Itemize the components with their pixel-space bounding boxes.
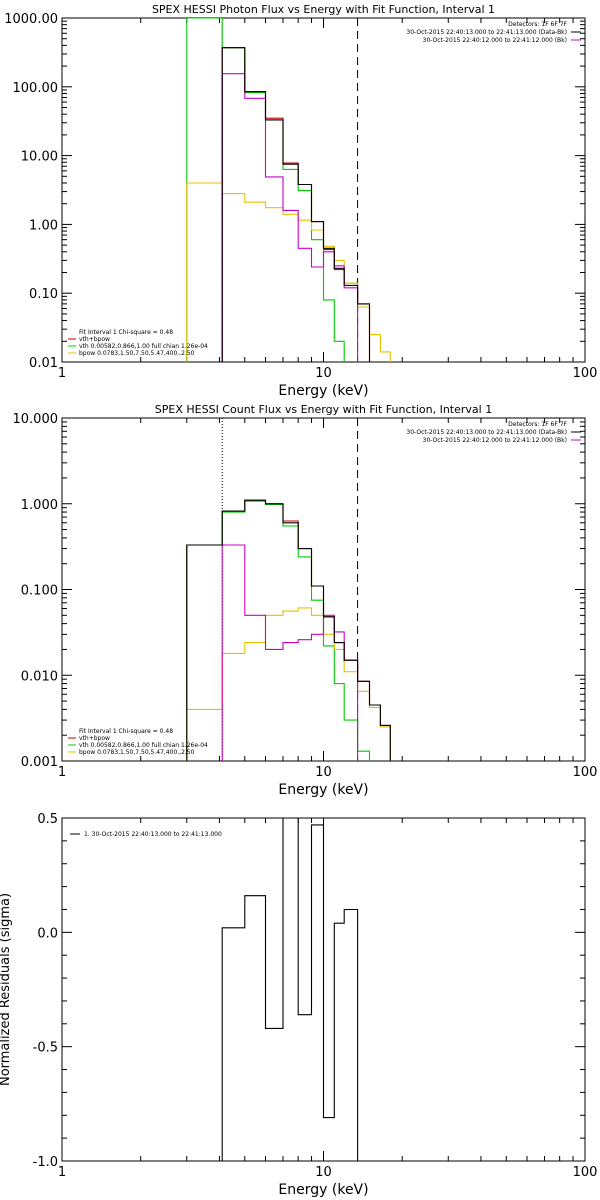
y-tick-label: 1.000: [21, 498, 58, 513]
y-tick-label: 1000.00: [4, 12, 58, 27]
series-residuals: [221, 818, 359, 1161]
series-bk: [221, 73, 359, 362]
x-axis-label: Energy (keV): [278, 383, 368, 399]
y-tick-label: 0.5: [37, 812, 58, 827]
x-tick-label: 100: [573, 1165, 598, 1180]
y-tick-label: 0.010: [21, 669, 58, 684]
y-tick-label: 1.00: [29, 218, 58, 233]
legend-top-entry: 30-Oct-2015 22:40:13.000 to 22:41:13.000…: [406, 429, 567, 436]
chart-title: SPEX HESSI Photon Flux vs Energy with Fi…: [152, 3, 495, 16]
x-tick-label: 1: [58, 1165, 66, 1180]
series-bk: [221, 544, 359, 761]
y-tick-label: 0.0: [37, 926, 58, 941]
x-axis-label: Energy (keV): [278, 782, 368, 798]
series-data-bk: [186, 499, 391, 761]
legend-top-entry: Detectors: 1F 6F 7F: [508, 421, 567, 428]
y-tick-label: -0.5: [33, 1041, 58, 1056]
x-tick-label: 1: [58, 765, 66, 780]
x-axis-label: Energy (keV): [278, 1182, 368, 1198]
x-tick-label: 1: [58, 366, 66, 381]
residuals-panel: 1 10 100 Energy (keV) -1.0 -0.5 0.0 0.5 Normaliz…: [0, 812, 597, 1198]
legend-top-entry: 30-Oct-2015 22:40:12.000 to 22:41:12.000…: [423, 437, 567, 444]
photon-flux-panel: SPEX HESSI Photon Flux vs Energy with Fi…: [4, 3, 597, 399]
x-tick-label: 10: [315, 1165, 332, 1180]
legend-bottom-entry: vth+bpow: [79, 735, 110, 742]
count-flux-panel: SPEX HESSI Count Flux vs Energy with Fit…: [13, 403, 598, 798]
x-tick-label: 10: [315, 366, 332, 381]
legend-top-entry: 1. 30-Oct-2015 22:40:13.000 to 22:41:13.…: [84, 831, 222, 838]
plot-area: [186, 418, 391, 761]
y-tick-label: 0.100: [21, 584, 58, 599]
x-tick-label: 10: [315, 765, 332, 780]
x-tick-label: 100: [573, 765, 598, 780]
legend-bottom-entry: vth 0.00582,0.866,1.00 full chian 1.26e-…: [79, 343, 208, 350]
legend-bottom-entry: Fit Interval 1 Chi-square = 0.48: [79, 728, 173, 735]
legend-bottom-entry: bpow 0.0783,1.50,7.50,5.47,400.,2.50: [79, 350, 195, 357]
plot-area: [221, 818, 359, 1161]
legend-bottom-entry: vth 0.00582,0.866,1.00 full chian 1.26e-…: [79, 742, 208, 749]
y-tick-label: 100.00: [13, 81, 59, 96]
y-tick-label: -1.0: [33, 1155, 58, 1170]
x-tick-label: 100: [573, 366, 598, 381]
legend-bottom-entry: Fit Interval 1 Chi-square = 0.48: [79, 329, 173, 336]
series-data-bk: [221, 47, 371, 362]
legend-top-entry: Detectors: 1F 6F 7F: [508, 21, 567, 28]
legend-top-entry: 30-Oct-2015 22:40:13.000 to 22:41:13.000…: [406, 29, 567, 36]
legend-bottom-entry: bpow 0.0783,1.50,7.50,5.47,400.,2.50: [79, 749, 195, 756]
y-axis-label: Normalized Residuals (sigma): [0, 893, 13, 1086]
y-tick-label: 10.000: [13, 412, 59, 427]
y-tick-label: 10.00: [21, 150, 58, 165]
y-tick-label: 0.01: [29, 356, 58, 371]
series-vth: [186, 500, 371, 761]
plot-area: [186, 18, 391, 362]
y-tick-label: 0.10: [29, 287, 58, 302]
y-tick-label: 0.001: [21, 755, 58, 770]
legend-top-entry: 30-Oct-2015 22:40:12.000 to 22:41:12.000…: [423, 37, 567, 44]
chart-title: SPEX HESSI Count Flux vs Energy with Fit…: [155, 403, 492, 416]
legend-bottom-entry: vth+bpow: [79, 336, 110, 343]
